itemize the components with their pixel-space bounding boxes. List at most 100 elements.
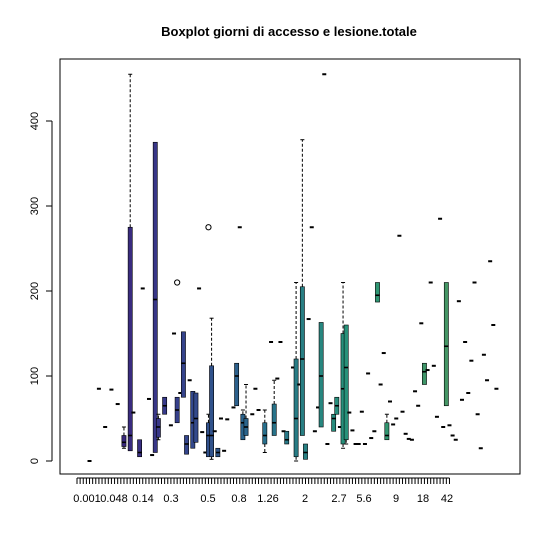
box-group — [318, 322, 324, 428]
x-tick-label: 0.14 — [132, 493, 153, 505]
box-point — [478, 447, 483, 450]
box-group — [312, 430, 317, 433]
box-group — [334, 396, 340, 415]
box-point — [356, 443, 361, 445]
box-group — [290, 366, 295, 369]
x-tick-label: 18 — [417, 493, 429, 505]
box-group — [485, 379, 490, 382]
box-group — [438, 217, 443, 220]
box-group — [362, 443, 367, 445]
box-group — [218, 417, 223, 420]
box-point — [87, 460, 92, 462]
box-point — [312, 430, 317, 433]
box-point — [397, 234, 402, 237]
x-tick-label: 0.048 — [100, 493, 128, 505]
box-group — [187, 379, 192, 382]
box-group — [215, 447, 221, 458]
box-iqr — [293, 358, 299, 458]
box-group — [488, 260, 493, 263]
box-group — [131, 411, 136, 414]
box-group — [237, 226, 242, 229]
box-point — [172, 332, 177, 335]
box-group — [391, 423, 396, 426]
box-point — [218, 417, 223, 420]
box-point — [481, 353, 486, 356]
box-group — [121, 426, 127, 449]
plot-frame — [59, 58, 521, 475]
box-group — [328, 402, 333, 405]
x-tick-label: 2.7 — [331, 493, 346, 505]
box-group — [109, 388, 114, 391]
y-axis: 0 100 200 300 400 — [29, 112, 53, 464]
box-group — [184, 435, 189, 455]
box-group — [178, 392, 183, 394]
box-iqr — [121, 435, 127, 447]
box-group — [425, 369, 430, 372]
box-point — [403, 432, 408, 435]
box-group — [369, 437, 374, 440]
box-point — [488, 260, 493, 263]
box-group — [372, 430, 377, 433]
box-point — [200, 431, 205, 434]
box-point — [441, 426, 446, 428]
box-group — [172, 332, 177, 335]
box-point — [281, 430, 286, 433]
box-group — [422, 362, 427, 385]
box-group — [494, 387, 499, 390]
box-group — [96, 387, 101, 390]
box-iqr — [137, 439, 142, 458]
box-group — [441, 426, 446, 428]
box-group — [394, 417, 399, 420]
box-point — [413, 390, 418, 393]
box-group — [491, 324, 496, 326]
box-iqr — [193, 392, 199, 443]
box-group — [200, 431, 205, 434]
chart-title: Boxplot giorni di accesso e lesione.tota… — [161, 24, 417, 39]
box-point — [369, 437, 374, 440]
box-point — [269, 341, 274, 343]
box-group — [400, 410, 405, 413]
box-point — [400, 410, 405, 413]
outlier-point — [205, 224, 212, 231]
box-group — [231, 406, 236, 409]
box-group — [337, 426, 342, 428]
outlier-point — [174, 279, 181, 286]
box-group — [253, 387, 258, 390]
box-group — [331, 413, 337, 432]
box-point — [416, 404, 421, 407]
box-group — [375, 282, 380, 303]
box-point — [378, 383, 383, 386]
box-point — [168, 424, 173, 427]
box-point — [103, 426, 108, 428]
box-group — [212, 430, 217, 433]
box-group — [222, 449, 227, 452]
box-group — [353, 443, 358, 445]
box-point — [256, 409, 261, 411]
box-point — [494, 387, 499, 390]
box-point — [275, 377, 280, 380]
box-group — [225, 418, 230, 421]
box-point — [419, 322, 424, 325]
box-point — [325, 443, 330, 445]
box-point — [450, 434, 455, 437]
boxes-layer — [87, 73, 499, 462]
box-group — [174, 279, 181, 424]
y-tick-label: 200 — [29, 282, 41, 300]
box-point — [447, 424, 452, 427]
box-group — [137, 439, 142, 458]
box-group — [209, 317, 214, 460]
box-point — [463, 341, 468, 343]
box-point — [372, 430, 377, 433]
box-group — [203, 451, 208, 454]
box-group — [168, 424, 173, 427]
box-point — [115, 403, 120, 406]
box-iqr — [209, 365, 214, 458]
box-group — [269, 341, 274, 343]
box-point — [438, 217, 443, 220]
box-group — [397, 234, 402, 237]
box-group — [262, 409, 268, 453]
box-group — [403, 432, 408, 435]
box-group — [466, 392, 471, 394]
box-iqr — [422, 362, 427, 385]
box-group — [472, 281, 477, 284]
